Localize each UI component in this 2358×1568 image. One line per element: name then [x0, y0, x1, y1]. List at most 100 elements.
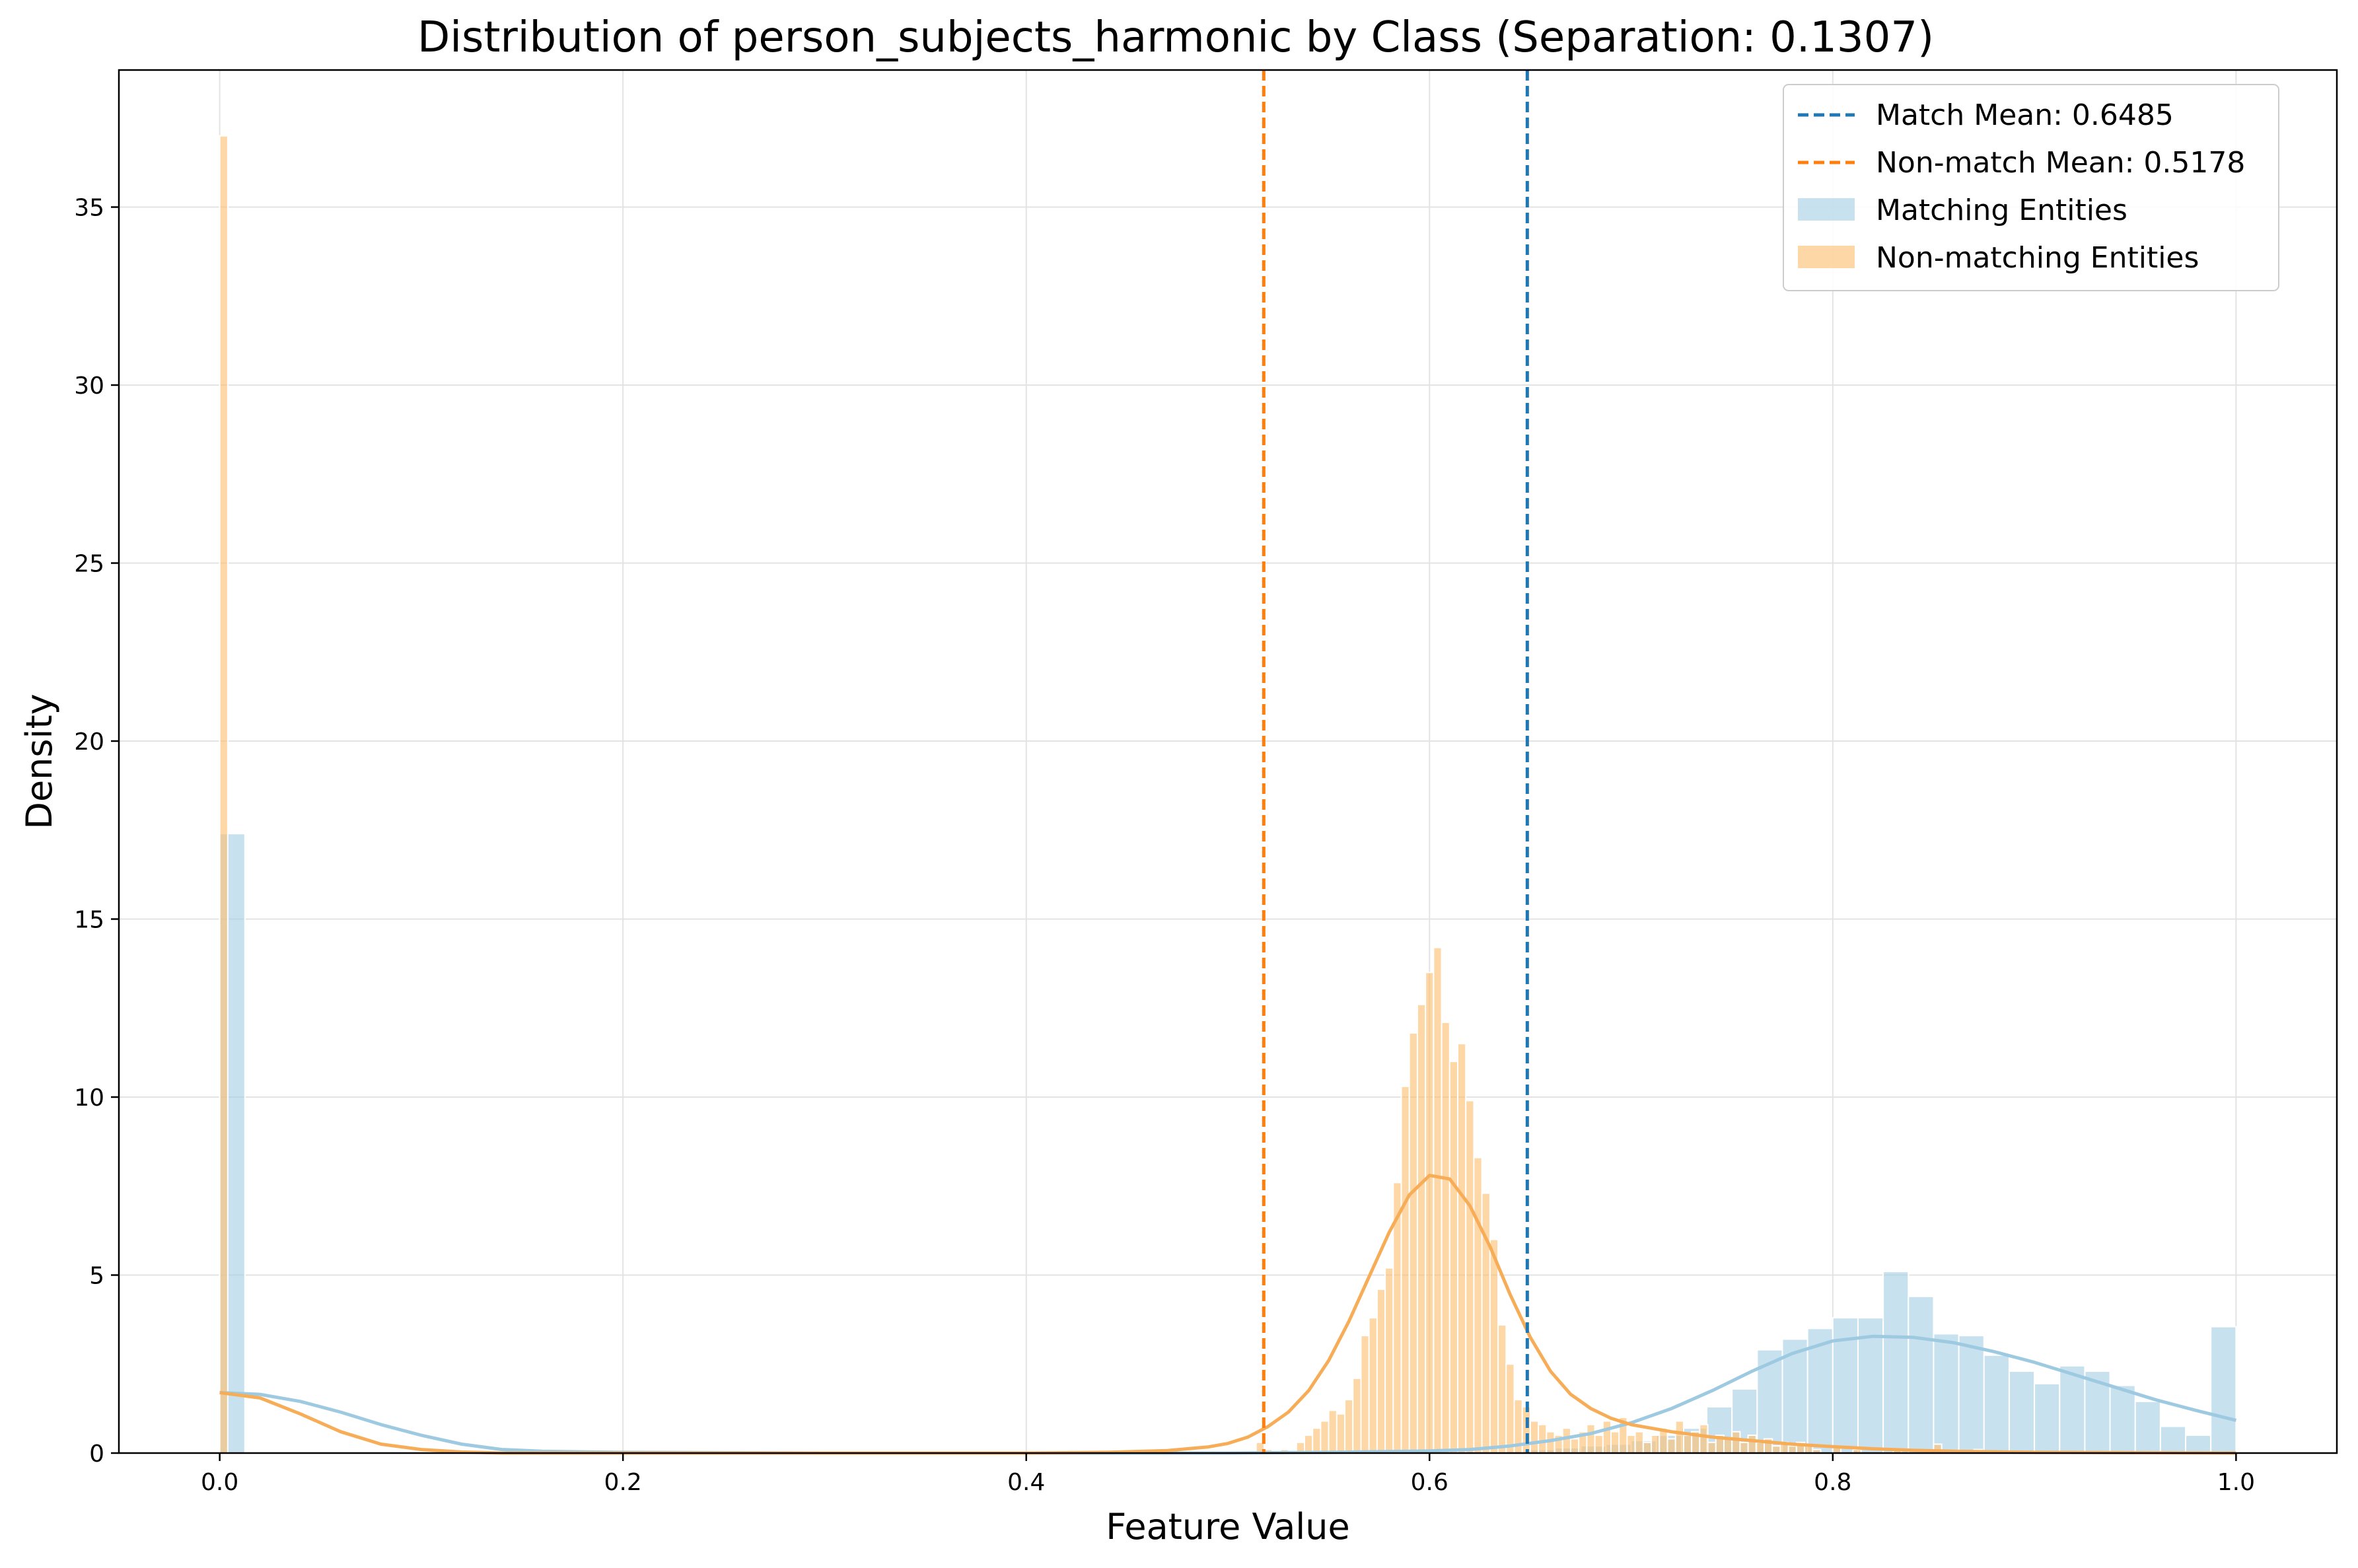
- nonmatch-histogram-bar: [1634, 1431, 1644, 1454]
- mean-lines: [1262, 70, 1529, 1453]
- nonmatch-histogram-bar: [1505, 1363, 1515, 1454]
- nonmatch-histogram-bar: [1433, 946, 1443, 1454]
- match-histogram-bar: [2034, 1382, 2061, 1454]
- grid-layer: [119, 70, 2337, 1454]
- nonmatch-histogram-bar: [1521, 1406, 1531, 1454]
- legend-box: [1783, 84, 2279, 291]
- nonmatch-histogram-bar: [1538, 1423, 1548, 1454]
- x-tick-label: 0.2: [604, 1469, 642, 1496]
- nonmatch-histogram-bar: [1642, 1441, 1653, 1454]
- match-histogram-bar: [2059, 1365, 2086, 1454]
- x-tick-label: 0.6: [1411, 1469, 1448, 1496]
- nonmatch-histogram-bar: [1368, 1317, 1378, 1454]
- nonmatch-histogram-bar: [1739, 1441, 1749, 1454]
- x-tick-label: 1.0: [2217, 1469, 2255, 1496]
- legend-matching-entities-swatch: [1798, 198, 1855, 221]
- nonmatch-histogram-bar: [1666, 1438, 1676, 1454]
- nonmatch-histogram-bar: [1755, 1441, 1766, 1454]
- match-histogram-bar: [2109, 1384, 2136, 1454]
- y-tick-label: 5: [89, 1263, 104, 1290]
- nonmatch-histogram-bar: [1699, 1423, 1709, 1454]
- nonmatch-histogram-bar: [1804, 1445, 1814, 1454]
- match-histogram-bar: [1908, 1295, 1935, 1454]
- match-histogram-bar: [2008, 1371, 2036, 1454]
- nonmatch-histogram-bar: [1416, 1003, 1427, 1454]
- nonmatch-histogram-bar: [1473, 1157, 1483, 1454]
- nonmatch-histogram-bar: [1408, 1032, 1418, 1454]
- legend-nonmatching-entities-label: Non-matching Entities: [1876, 241, 2199, 275]
- nonmatch-histogram-bar: [1352, 1377, 1362, 1454]
- nonmatch-histogram-bar: [1723, 1438, 1733, 1454]
- nonmatch-histogram-bar: [1682, 1435, 1693, 1454]
- match-histogram-bar: [2159, 1425, 2187, 1454]
- y-tick-label: 10: [74, 1085, 104, 1112]
- nonmatch-histogram-bar: [1651, 1435, 1661, 1454]
- nonmatch-histogram-bar: [1400, 1085, 1410, 1454]
- y-tick-label: 0: [89, 1441, 104, 1468]
- nonmatch-histogram-bar: [1489, 1238, 1499, 1454]
- legend-nonmatch-mean-label: Non-match Mean: 0.5178: [1876, 146, 2245, 180]
- y-tick-label: 35: [74, 195, 104, 222]
- y-tick-label: 20: [74, 729, 104, 756]
- legend-matching-entities-label: Matching Entities: [1876, 194, 2127, 227]
- x-tick-label: 0.0: [201, 1469, 238, 1496]
- nonmatch-histogram-bar: [1586, 1423, 1596, 1454]
- nonmatch-histogram-bar: [1312, 1427, 1322, 1454]
- x-tick-label: 0.4: [1007, 1469, 1045, 1496]
- nonmatch-histogram-bar: [1747, 1435, 1757, 1454]
- y-axis-label: Density: [18, 694, 60, 829]
- nonmatch-histogram-bar: [1731, 1431, 1741, 1454]
- match-kde-curve: [219, 1334, 2236, 1455]
- nonmatch-histogram: [219, 135, 1983, 1454]
- match-histogram-bar: [2134, 1400, 2161, 1454]
- nonmatch-histogram-bar: [1771, 1445, 1781, 1454]
- y-tick-label: 30: [74, 373, 104, 400]
- match-histogram-bar: [1983, 1354, 2010, 1454]
- nonmatch-histogram-bar: [1674, 1420, 1684, 1454]
- nonmatch-histogram-bar: [1707, 1441, 1717, 1454]
- nonmatch-histogram-bar: [1328, 1409, 1338, 1454]
- nonmatch-histogram-bar: [1626, 1435, 1636, 1454]
- nonmatch-histogram-bar: [1457, 1043, 1467, 1454]
- legend-nonmatching-entities-swatch: [1798, 246, 1855, 268]
- nonmatch-histogram-bar: [1610, 1431, 1620, 1454]
- nonmatch-histogram-bar: [1304, 1435, 1314, 1454]
- match-histogram-bar: [1857, 1317, 1884, 1454]
- match-histogram-bar: [2185, 1435, 2212, 1454]
- y-tick-label: 15: [74, 907, 104, 934]
- match-histogram-bar: [1756, 1349, 1783, 1454]
- nonmatch-histogram-bar: [1441, 1021, 1450, 1454]
- match-histogram-bar: [1882, 1271, 1910, 1454]
- nonmatch-histogram-bar: [1425, 972, 1435, 1454]
- nonmatch-histogram-bar: [1787, 1445, 1797, 1454]
- legend: Match Mean: 0.6485 Non-match Mean: 0.5178…: [1783, 84, 2279, 291]
- nonmatch-histogram-bar: [1602, 1420, 1612, 1454]
- nonmatch-histogram-bar: [1569, 1438, 1580, 1454]
- axis-ticks: 0.0 0.2 0.4 0.6 0.8 1.0 0 5 10 15 20 25 30 35: [74, 195, 2255, 1496]
- nonmatch-histogram-bar: [1360, 1335, 1370, 1454]
- legend-match-mean-label: Match Mean: 0.6485: [1876, 98, 2174, 132]
- nonmatch-histogram-bar: [1561, 1427, 1571, 1454]
- nonmatch-histogram-bar: [1344, 1399, 1354, 1454]
- nonmatch-histogram-bar: [1448, 1061, 1459, 1454]
- nonmatch-histogram-bar: [1336, 1413, 1346, 1454]
- nonmatch-histogram-bar: [1497, 1324, 1507, 1454]
- match-histogram-bar: [1933, 1333, 1960, 1454]
- nonmatch-histogram-bar: [1529, 1420, 1540, 1454]
- plot-frame: [118, 69, 2338, 1454]
- nonmatch-histogram-bar: [1320, 1420, 1330, 1454]
- chart-title: Distribution of person_subjects_harmonic…: [417, 13, 1934, 62]
- x-tick-label: 0.8: [1814, 1469, 1851, 1496]
- nonmatch-histogram-bar: [1594, 1435, 1604, 1454]
- y-tick-label: 25: [74, 551, 104, 578]
- nonmatch-histogram-bar: [219, 135, 229, 1454]
- plot-background: [119, 70, 2337, 1453]
- nonmatch-histogram-bar: [1384, 1267, 1394, 1454]
- match-histogram-bar: [1958, 1335, 1985, 1454]
- match-histogram-bar: [2210, 1326, 2237, 1454]
- nonmatch-histogram-bar: [1465, 1100, 1475, 1454]
- x-axis-label: Feature Value: [1106, 1506, 1350, 1548]
- nonmatch-histogram-bar: [1376, 1289, 1386, 1454]
